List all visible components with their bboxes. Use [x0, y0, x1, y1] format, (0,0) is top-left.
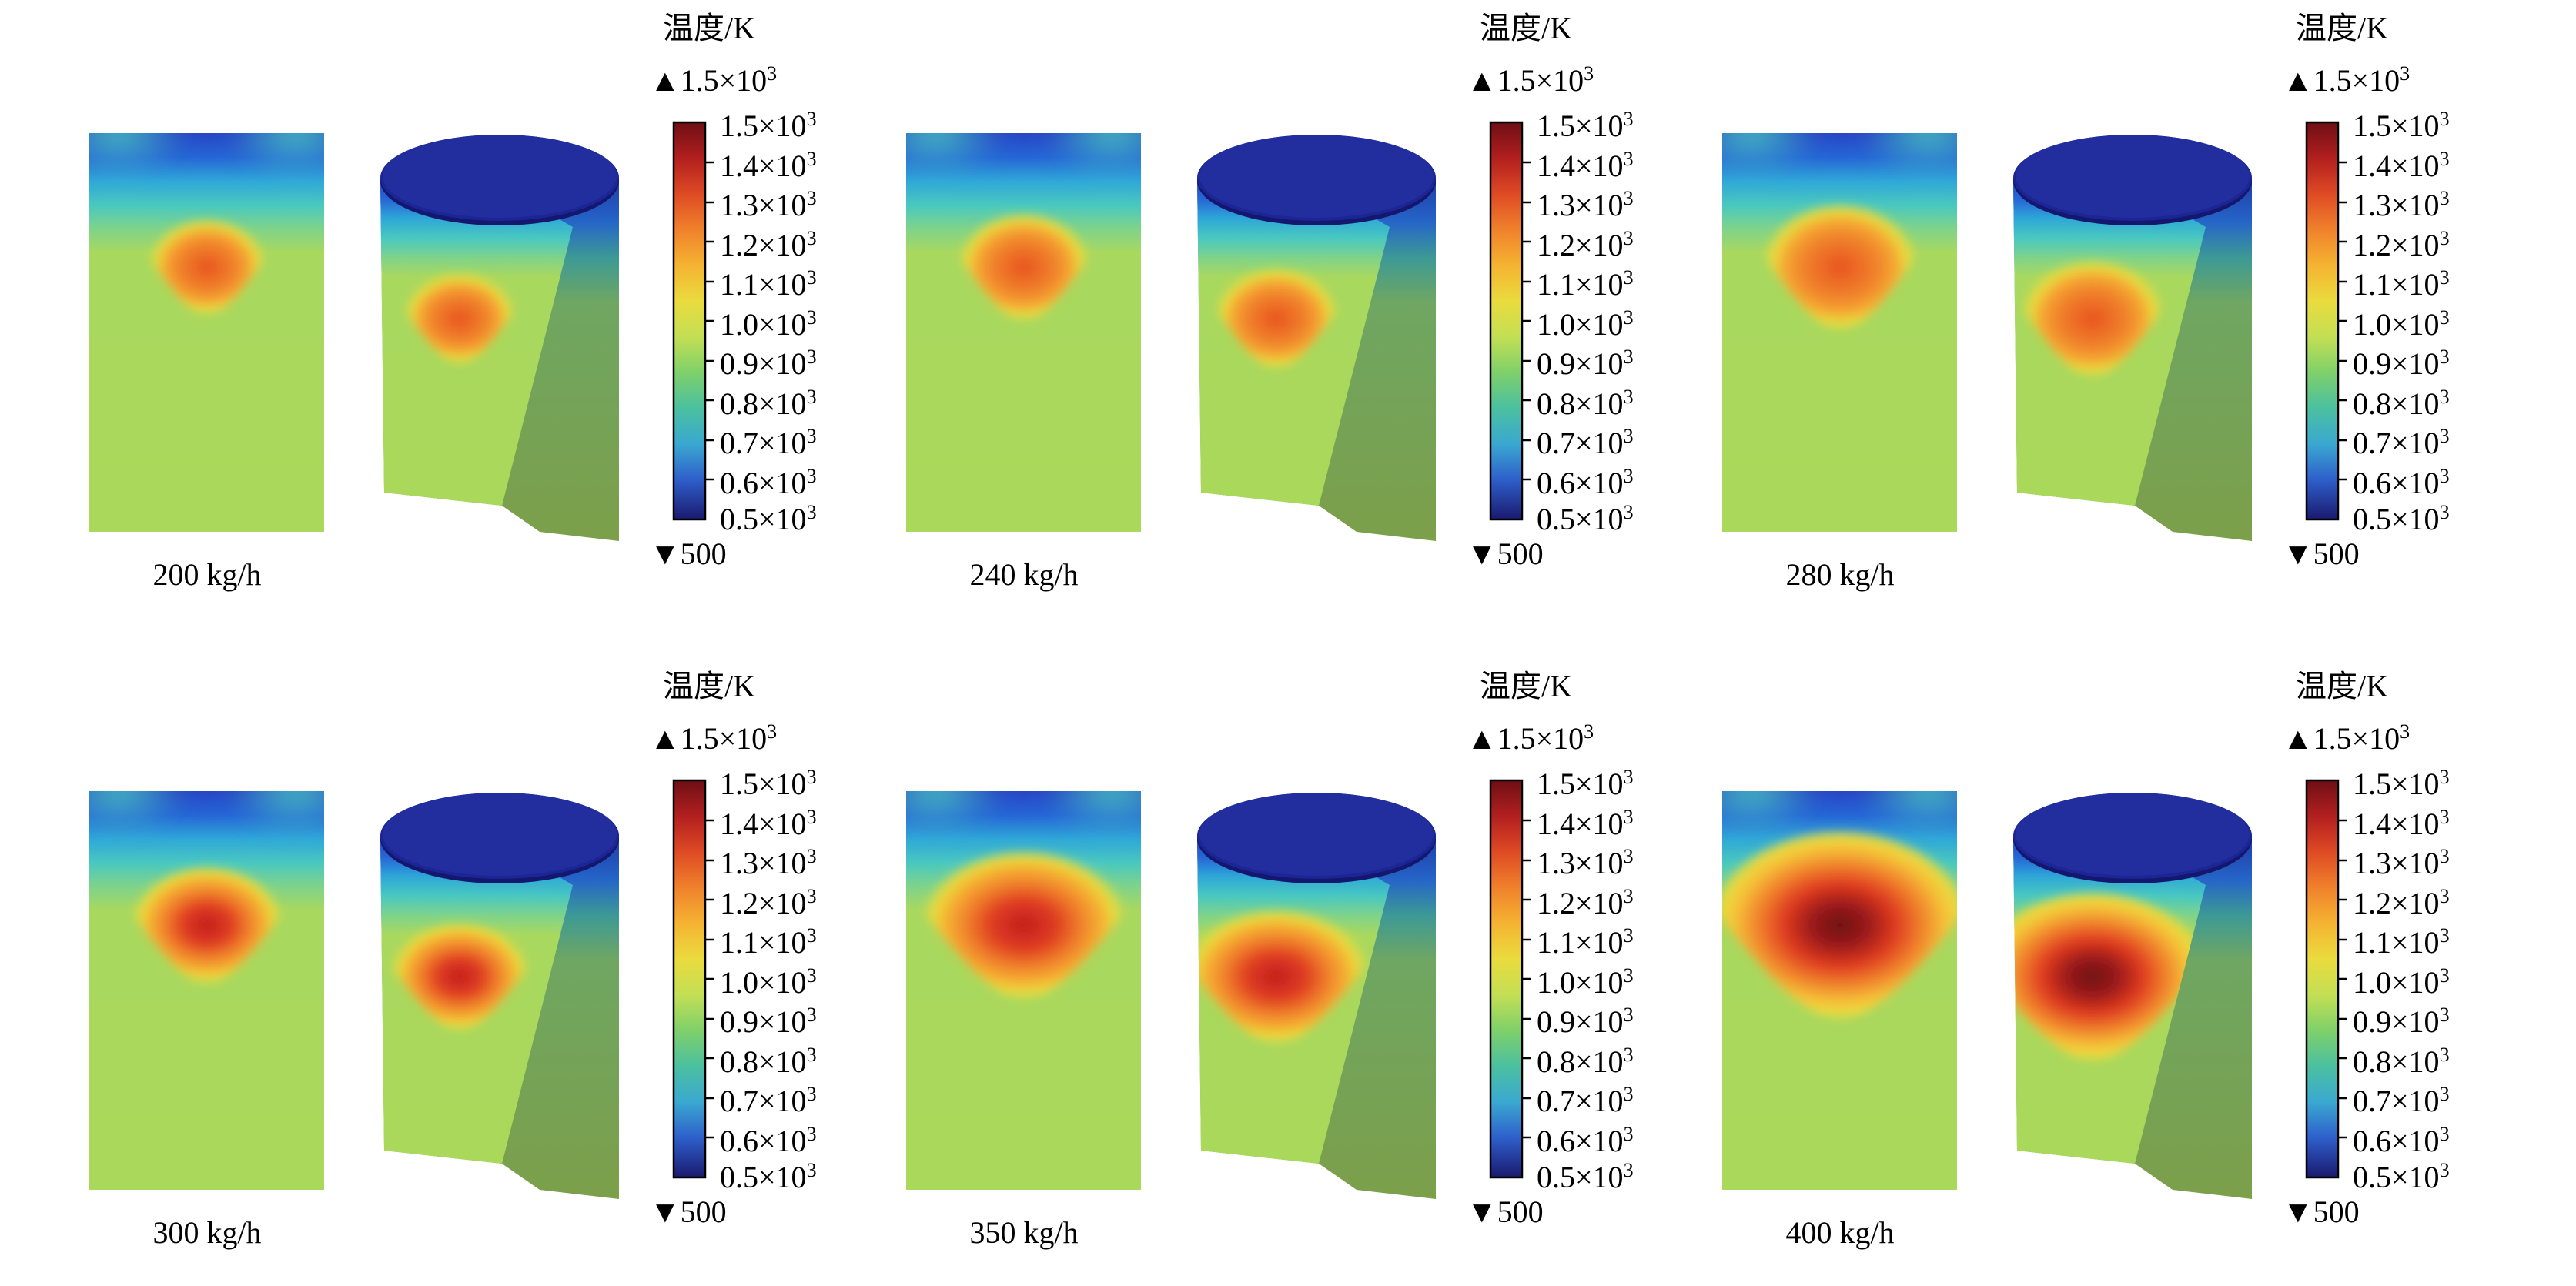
svg-text:▼500: ▼500 [1467, 536, 1544, 571]
svg-text:▼500: ▼500 [2283, 1194, 2360, 1229]
svg-text:0.9×103: 0.9×103 [720, 346, 817, 382]
svg-text:1.2×103: 1.2×103 [2353, 227, 2450, 263]
svg-text:0.8×103: 0.8×103 [720, 1043, 817, 1079]
svg-text:0.7×103: 0.7×103 [720, 1082, 817, 1118]
svg-text:1.4×103: 1.4×103 [2353, 148, 2450, 184]
svg-text:0.9×103: 0.9×103 [2353, 1003, 2450, 1039]
svg-text:▼500: ▼500 [650, 536, 727, 571]
svg-text:200 kg/h: 200 kg/h [152, 557, 261, 592]
svg-text:280 kg/h: 280 kg/h [1785, 557, 1894, 592]
svg-text:0.5×103: 0.5×103 [720, 1158, 817, 1194]
svg-text:1.5×103: 1.5×103 [720, 765, 817, 801]
svg-text:0.9×103: 0.9×103 [720, 1003, 817, 1039]
svg-text:0.9×103: 0.9×103 [1537, 346, 1634, 382]
svg-text:240 kg/h: 240 kg/h [969, 557, 1078, 592]
svg-text:1.4×103: 1.4×103 [720, 148, 817, 184]
svg-text:1.5×103: 1.5×103 [2353, 108, 2450, 144]
svg-text:0.5×103: 0.5×103 [1537, 1158, 1634, 1194]
svg-text:1.5×103: 1.5×103 [1537, 765, 1634, 801]
svg-text:0.7×103: 0.7×103 [2353, 425, 2450, 461]
svg-text:0.6×103: 0.6×103 [720, 465, 817, 501]
svg-text:1.5×103: 1.5×103 [1537, 108, 1634, 144]
svg-text:1.1×103: 1.1×103 [720, 266, 817, 302]
svg-text:0.6×103: 0.6×103 [2353, 1122, 2450, 1158]
svg-text:1.3×103: 1.3×103 [1537, 844, 1634, 880]
svg-text:1.0×103: 1.0×103 [720, 306, 817, 342]
svg-text:1.2×103: 1.2×103 [720, 884, 817, 920]
svg-text:温度/K: 温度/K [2296, 669, 2388, 703]
svg-text:0.5×103: 0.5×103 [1537, 501, 1634, 537]
svg-text:0.6×103: 0.6×103 [1537, 465, 1634, 501]
svg-text:1.3×103: 1.3×103 [1537, 187, 1634, 223]
svg-text:0.9×103: 0.9×103 [1537, 1003, 1634, 1039]
svg-text:0.8×103: 0.8×103 [2353, 386, 2450, 422]
svg-text:▲1.5×103: ▲1.5×103 [650, 720, 777, 756]
svg-text:▼500: ▼500 [2283, 536, 2360, 571]
svg-text:1.5×103: 1.5×103 [720, 108, 817, 144]
svg-text:温度/K: 温度/K [663, 669, 755, 703]
svg-text:▲1.5×103: ▲1.5×103 [2283, 62, 2410, 99]
svg-text:0.8×103: 0.8×103 [720, 386, 817, 422]
svg-text:1.2×103: 1.2×103 [1537, 884, 1634, 920]
svg-text:350 kg/h: 350 kg/h [969, 1215, 1078, 1250]
svg-text:1.0×103: 1.0×103 [1537, 964, 1634, 1000]
svg-text:1.4×103: 1.4×103 [1537, 148, 1634, 184]
svg-text:0.5×103: 0.5×103 [720, 501, 817, 537]
svg-text:1.0×103: 1.0×103 [2353, 964, 2450, 1000]
svg-text:1.4×103: 1.4×103 [1537, 805, 1634, 841]
svg-text:温度/K: 温度/K [663, 11, 755, 45]
svg-text:0.8×103: 0.8×103 [1537, 386, 1634, 422]
svg-text:1.3×103: 1.3×103 [720, 187, 817, 223]
svg-text:0.5×103: 0.5×103 [2353, 1158, 2450, 1194]
svg-text:1.1×103: 1.1×103 [2353, 924, 2450, 960]
svg-text:▲1.5×103: ▲1.5×103 [1467, 62, 1594, 99]
svg-text:0.6×103: 0.6×103 [1537, 1122, 1634, 1158]
svg-text:0.6×103: 0.6×103 [720, 1122, 817, 1158]
svg-text:1.0×103: 1.0×103 [720, 964, 817, 1000]
svg-text:温度/K: 温度/K [2296, 11, 2388, 45]
svg-text:400 kg/h: 400 kg/h [1785, 1215, 1894, 1250]
svg-text:1.2×103: 1.2×103 [2353, 884, 2450, 920]
svg-text:0.7×103: 0.7×103 [1537, 425, 1634, 461]
svg-text:1.3×103: 1.3×103 [2353, 187, 2450, 223]
svg-text:0.8×103: 0.8×103 [1537, 1043, 1634, 1079]
svg-text:1.0×103: 1.0×103 [2353, 306, 2450, 342]
svg-text:1.4×103: 1.4×103 [720, 805, 817, 841]
svg-text:1.2×103: 1.2×103 [720, 227, 817, 263]
svg-text:温度/K: 温度/K [1480, 11, 1572, 45]
svg-text:1.3×103: 1.3×103 [720, 844, 817, 880]
svg-text:1.4×103: 1.4×103 [2353, 805, 2450, 841]
svg-text:1.2×103: 1.2×103 [1537, 227, 1634, 263]
svg-text:温度/K: 温度/K [1480, 669, 1572, 703]
svg-text:▼500: ▼500 [650, 1194, 727, 1229]
svg-text:▲1.5×103: ▲1.5×103 [1467, 720, 1594, 756]
svg-text:1.0×103: 1.0×103 [1537, 306, 1634, 342]
svg-text:0.6×103: 0.6×103 [2353, 465, 2450, 501]
svg-text:1.3×103: 1.3×103 [2353, 844, 2450, 880]
svg-text:▲1.5×103: ▲1.5×103 [2283, 720, 2410, 756]
svg-text:0.8×103: 0.8×103 [2353, 1043, 2450, 1079]
svg-text:▼500: ▼500 [1467, 1194, 1544, 1229]
svg-text:1.1×103: 1.1×103 [720, 924, 817, 960]
svg-text:1.1×103: 1.1×103 [1537, 266, 1634, 302]
svg-text:1.1×103: 1.1×103 [2353, 266, 2450, 302]
svg-text:0.9×103: 0.9×103 [2353, 346, 2450, 382]
svg-text:▲1.5×103: ▲1.5×103 [650, 62, 777, 99]
svg-text:0.7×103: 0.7×103 [1537, 1082, 1634, 1118]
svg-text:1.1×103: 1.1×103 [1537, 924, 1634, 960]
svg-text:0.7×103: 0.7×103 [720, 425, 817, 461]
svg-text:0.5×103: 0.5×103 [2353, 501, 2450, 537]
svg-text:1.5×103: 1.5×103 [2353, 765, 2450, 801]
svg-text:300 kg/h: 300 kg/h [152, 1215, 261, 1250]
svg-text:0.7×103: 0.7×103 [2353, 1082, 2450, 1118]
